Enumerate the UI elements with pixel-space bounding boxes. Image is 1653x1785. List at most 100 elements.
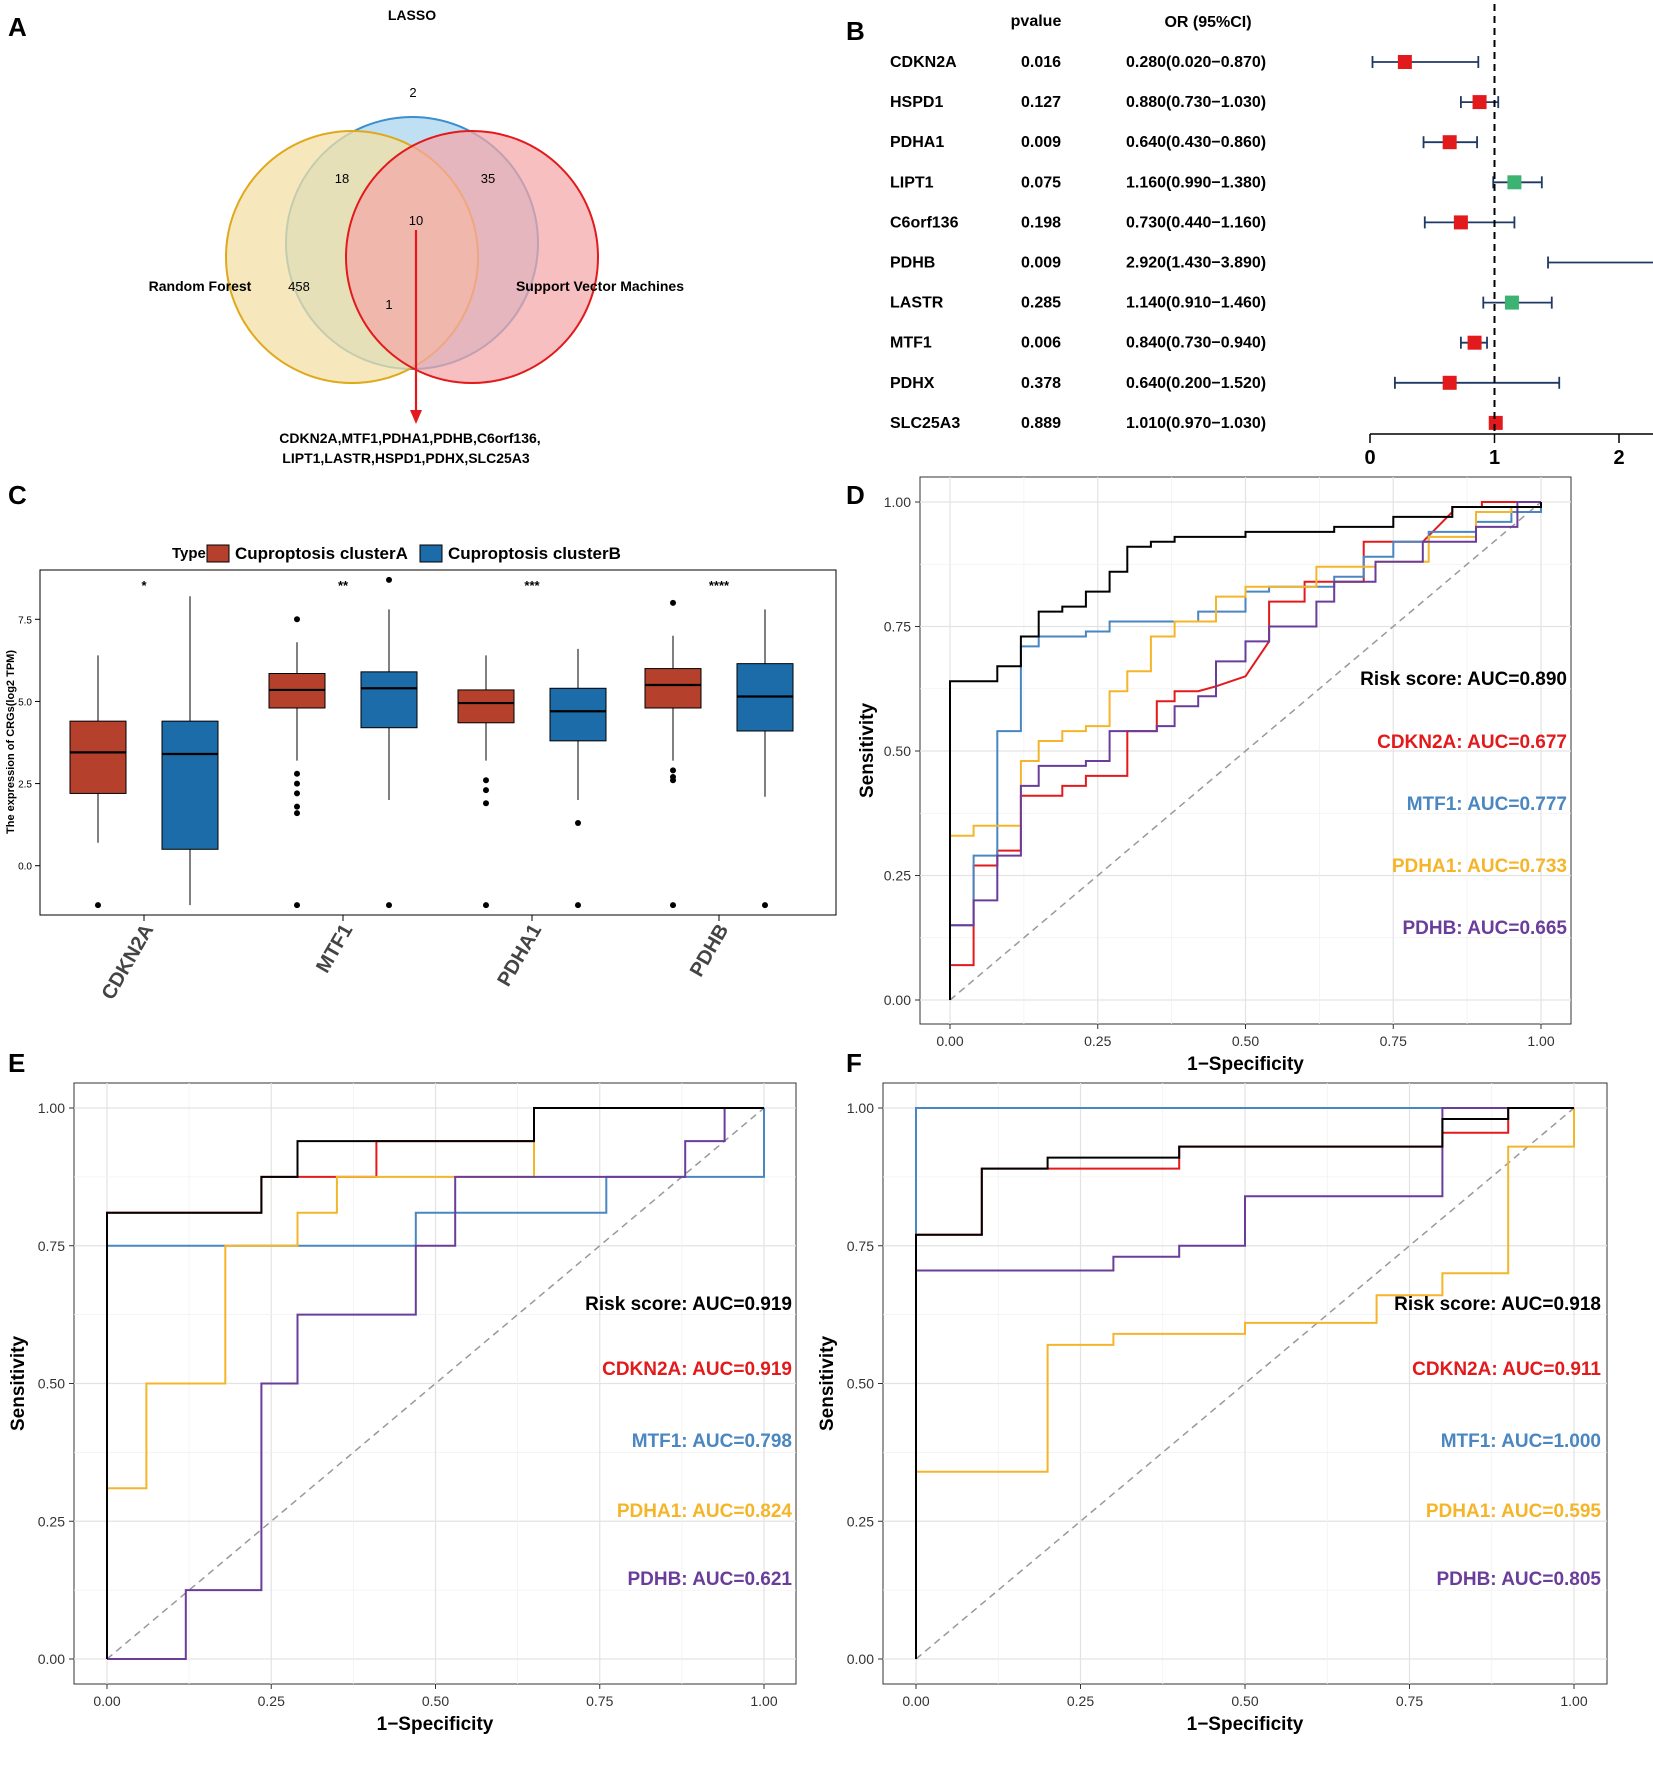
forest-gene-label: PDHA1 (890, 134, 944, 151)
forest-row: CDKN2A 0.016 0.280(0.020−0.870) (890, 54, 1480, 71)
box-outlier (575, 902, 581, 909)
roc-x-tick-label: 1.00 (1560, 1693, 1587, 1709)
box-significance: * (141, 578, 147, 593)
forest-or-point (1472, 95, 1487, 110)
box-element (549, 648, 607, 909)
box-outlier (386, 576, 392, 583)
forest-pvalue: 0.016 (1021, 54, 1061, 71)
venn-count-lasso-svm: 35 (481, 171, 495, 186)
forest-or-point (1507, 175, 1522, 190)
roc-x-tick-label: 0.50 (1232, 1033, 1259, 1049)
forest-gene-label: PDHX (890, 375, 935, 392)
roc-curve-pdhb (107, 1107, 764, 1660)
forest-or-text: 0.640(0.200−1.520) (1126, 375, 1266, 392)
forest-pvalue: 0.009 (1021, 255, 1061, 272)
forest-or-text: 2.920(1.430−3.890) (1126, 255, 1266, 272)
box-significance: ** (338, 578, 349, 593)
box-outlier (483, 800, 489, 807)
forest-gene-label: MTF1 (890, 335, 932, 352)
venn-count-lasso-rf: 18 (335, 171, 349, 186)
box-y-tick-label: 7.5 (18, 615, 32, 626)
venn-genes-line2: LIPT1,LASTR,HSPD1,PDHX,SLC25A3 (282, 450, 530, 466)
roc-y-axis-label: Sensitivity (857, 703, 878, 798)
roc-y-tick-label: 1.00 (847, 1100, 874, 1116)
roc-curve-pdhb (949, 501, 1541, 1000)
roc-x-tick-label: 0.50 (422, 1693, 449, 1709)
forest-gene-label: C6orf136 (890, 214, 959, 231)
box-element (736, 609, 794, 909)
forest-row: PDHA1 0.009 0.640(0.430−0.860) (890, 134, 1478, 151)
forest-or-point (1397, 55, 1412, 69)
venn-arrow-head (410, 410, 422, 424)
box-outlier (670, 767, 676, 774)
roc-auc-label: PDHA1: AUC=0.824 (617, 1501, 793, 1522)
box-outlier (762, 902, 768, 909)
forest-gene-label: SLC25A3 (890, 415, 960, 432)
panel-a: A LASSO Random Forest Support Vector Mac… (8, 7, 684, 466)
roc-curve-pdha1 (915, 1108, 1575, 1659)
roc-curve-pdha1 (949, 502, 1542, 1000)
roc-auc-label: CDKN2A: AUC=0.919 (602, 1359, 792, 1380)
forest-pvalue: 0.127 (1021, 94, 1061, 111)
forest-row: LIPT1 0.075 1.160(0.990−1.380) (890, 174, 1543, 191)
forest-row: HSPD1 0.127 0.880(0.730−1.030) (890, 94, 1500, 111)
roc-auc-label: PDHB: AUC=0.665 (1402, 918, 1567, 939)
box-significance: **** (709, 578, 730, 593)
roc-x-tick-label: 0.25 (1067, 1693, 1094, 1709)
roc-diagonal (949, 501, 1542, 1001)
box-legend-title: Type (172, 545, 206, 562)
forest-pvalue: 0.075 (1021, 174, 1061, 191)
roc-auc-label: MTF1: AUC=0.777 (1407, 794, 1567, 815)
box-rect (161, 720, 219, 850)
roc-auc-label: Risk score: AUC=0.890 (1360, 669, 1567, 690)
box-element (69, 655, 127, 909)
forest-or-text: 0.730(0.440−1.160) (1126, 214, 1266, 231)
roc-y-tick-label: 1.00 (884, 494, 911, 510)
roc-x-tick-label: 0.75 (1396, 1693, 1423, 1709)
roc-y-tick-label: 1.00 (38, 1100, 65, 1116)
roc-x-axis-label: 1−Specificity (1187, 1054, 1304, 1075)
panel-d-roc: D 0.00 0.00 0.25 0.25 0.50 0.50 0.75 0.75 1.00 1.… (846, 476, 1572, 1075)
forest-pvalue: 0.006 (1021, 335, 1061, 352)
forest-gene-label: LIPT1 (890, 174, 934, 191)
box-plot-area (39, 569, 837, 916)
box-outlier (294, 810, 300, 817)
svm-circle (345, 130, 599, 384)
box-outlier (483, 902, 489, 909)
forest-row: PDHB 0.009 2.920(1.430−3.890) (890, 255, 1653, 272)
roc-x-tick-label: 0.00 (936, 1033, 963, 1049)
roc-x-tick-label: 0.75 (586, 1693, 613, 1709)
lasso-label: LASSO (388, 7, 436, 23)
roc-y-tick-label: 0.25 (847, 1513, 874, 1529)
box-outlier (294, 616, 300, 623)
box-rect (644, 668, 702, 709)
roc-x-tick-label: 0.00 (93, 1693, 120, 1709)
svm-label: Support Vector Machines (516, 278, 684, 294)
forest-row: SLC25A3 0.889 1.010(0.970−1.030) (890, 415, 1503, 432)
roc-x-tick-label: 0.25 (258, 1693, 285, 1709)
roc-auc-label: Risk score: AUC=0.918 (1394, 1294, 1601, 1315)
box-rect (549, 687, 607, 742)
roc-y-tick-label: 0.75 (38, 1238, 65, 1254)
roc-auc-label: MTF1: AUC=1.000 (1441, 1431, 1601, 1452)
forest-gene-label: CDKN2A (890, 54, 957, 71)
forest-or-text: 0.880(0.730−1.030) (1126, 94, 1266, 111)
forest-or-point (1442, 375, 1457, 390)
panel-e-roc: E 0.00 0.00 0.25 0.25 0.50 0.50 0.75 0.75 1.00 1.… (8, 1048, 797, 1735)
forest-pvalue: 0.378 (1021, 375, 1061, 392)
box-y-tick-label: 0.0 (18, 862, 32, 873)
forest-gene-label: PDHB (890, 255, 935, 272)
box-outlier (294, 803, 300, 810)
box-outlier (670, 599, 676, 606)
roc-curve-risk-score (949, 502, 1542, 1000)
box-x-tick-label: MTF1 (312, 921, 357, 977)
roc-curve-risk-score (915, 1107, 1574, 1659)
roc-auc-label: CDKN2A: AUC=0.677 (1377, 732, 1567, 753)
panel-label-a: A (8, 12, 27, 42)
roc-auc-label: PDHA1: AUC=0.733 (1392, 856, 1567, 877)
roc-x-tick-label: 0.75 (1380, 1033, 1407, 1049)
roc-curve-pdhb (915, 1107, 1574, 1659)
roc-auc-label: MTF1: AUC=0.798 (632, 1431, 792, 1452)
roc-y-tick-label: 0.50 (38, 1376, 65, 1392)
box-x-tick-label: PDHB (686, 921, 733, 981)
